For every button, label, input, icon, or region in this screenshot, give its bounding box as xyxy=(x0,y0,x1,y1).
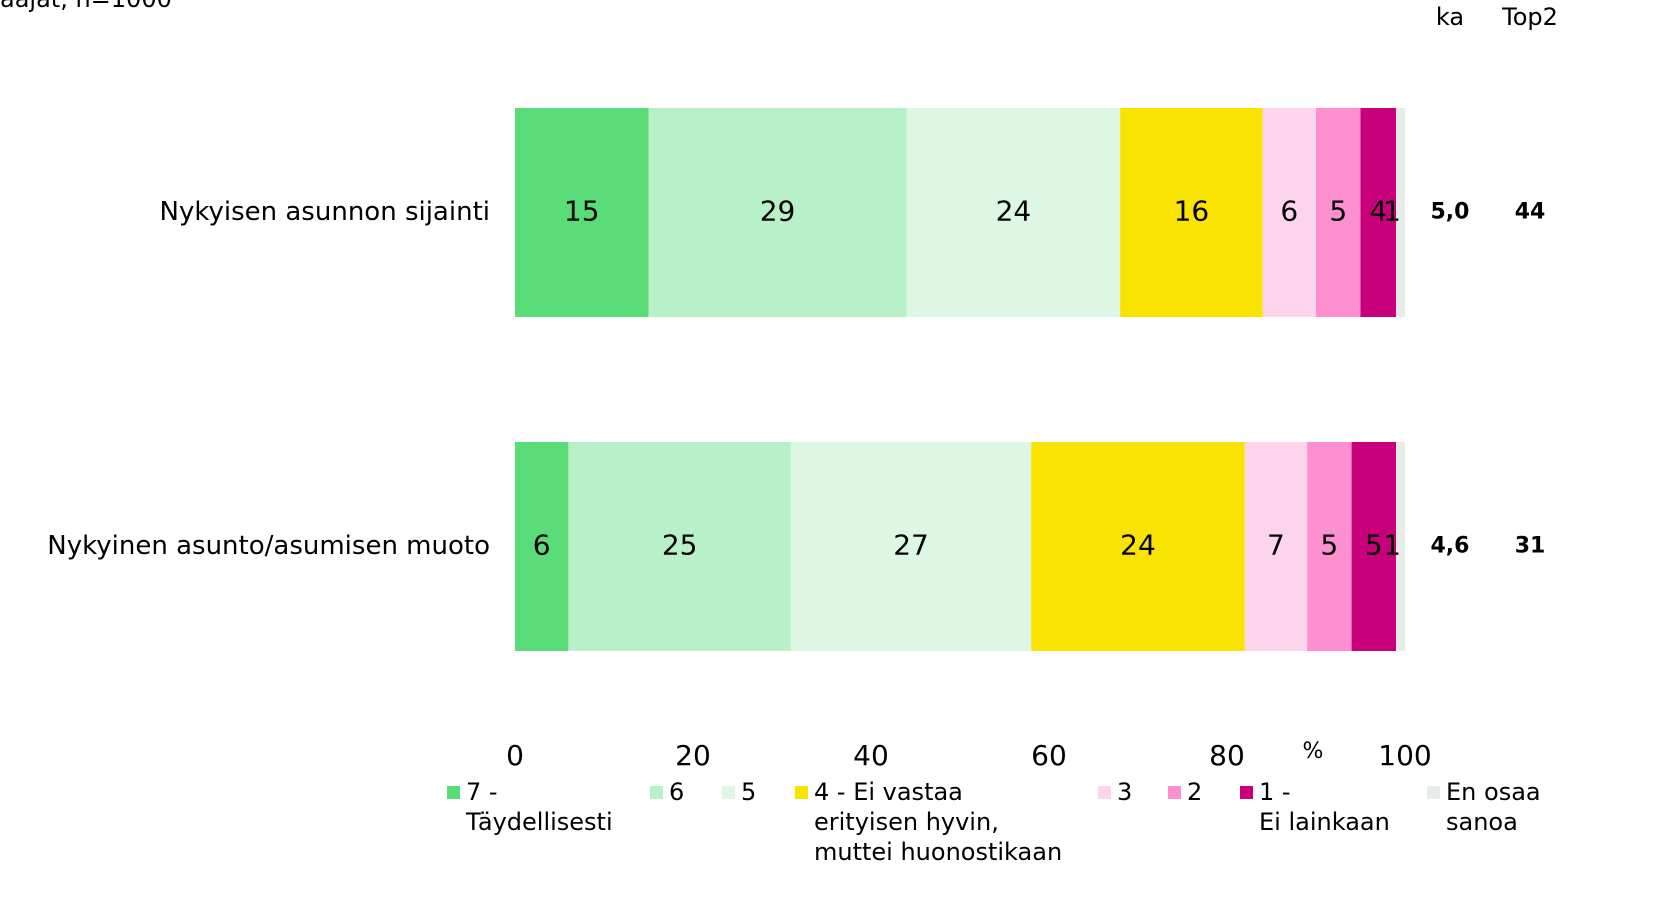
legend-swatch xyxy=(722,786,735,799)
bar-segment xyxy=(1360,108,1397,317)
data-label: 24 xyxy=(1120,529,1156,562)
data-label: 7 xyxy=(1267,529,1285,562)
x-tick-label: 20 xyxy=(675,739,711,772)
subtitle: aajat, n=1000 xyxy=(0,0,172,13)
x-axis-label: % xyxy=(1303,739,1324,764)
bar-segment xyxy=(648,108,907,317)
data-label: 29 xyxy=(760,195,796,228)
bar-segment xyxy=(1262,108,1316,317)
bar-segment xyxy=(568,442,791,651)
legend-label: 1 -Ei lainkaan xyxy=(1259,778,1390,836)
bar-segment xyxy=(906,108,1121,317)
legend-swatch xyxy=(447,786,460,799)
bar-segment xyxy=(1396,108,1405,317)
bar-segment xyxy=(1351,442,1397,651)
bar-segment xyxy=(1316,108,1361,317)
x-tick-label: 100 xyxy=(1378,739,1431,772)
legend-swatch xyxy=(1168,786,1181,799)
bar-segment xyxy=(1031,442,1245,651)
legend-label: 5 xyxy=(741,778,756,806)
bar-segment xyxy=(1396,442,1405,651)
legend-label: En osaa sanoa xyxy=(1446,778,1541,836)
legend-swatch xyxy=(1427,786,1440,799)
data-label: 6 xyxy=(1280,195,1298,228)
x-tick-label: 60 xyxy=(1031,739,1067,772)
data-label: 25 xyxy=(662,529,698,562)
legend-swatch xyxy=(795,786,808,799)
data-label: 5 xyxy=(1320,529,1338,562)
data-label: 1 xyxy=(1383,529,1401,562)
data-label: 1 xyxy=(1383,195,1401,228)
data-label: 16 xyxy=(1174,195,1210,228)
data-label: 6 xyxy=(533,529,551,562)
data-label: 24 xyxy=(996,195,1032,228)
legend-label: 4 - Ei vastaa erityisen hyvin, muttei huon… xyxy=(814,778,1062,866)
x-tick-label: 40 xyxy=(853,739,889,772)
category-label: Nykyinen asunto/asumisen muoto xyxy=(47,531,490,561)
top2-value: 31 xyxy=(1515,534,1546,559)
data-label: 5 xyxy=(1329,195,1347,228)
legend-label: 6 xyxy=(669,778,684,806)
legend-label: 3 xyxy=(1117,778,1132,806)
column-header: Top2 xyxy=(1501,3,1558,31)
legend-label: 7 -Täydellisesti xyxy=(465,778,613,836)
x-tick-label: 0 xyxy=(506,739,524,772)
data-label: 4 xyxy=(1369,195,1387,228)
ka-value: 5,0 xyxy=(1431,200,1470,225)
data-label: 15 xyxy=(564,195,600,228)
column-header: ka xyxy=(1436,3,1464,31)
bar-segment xyxy=(1307,442,1352,651)
ka-value: 4,6 xyxy=(1431,534,1470,559)
bar-segment xyxy=(1120,108,1263,317)
category-label: Nykyisen asunnon sijainti xyxy=(160,197,490,227)
bar-segment xyxy=(515,442,569,651)
bar-segment xyxy=(515,108,649,317)
top2-value: 44 xyxy=(1515,200,1546,225)
bar-segment xyxy=(790,442,1032,651)
legend-swatch xyxy=(1098,786,1111,799)
legend-swatch xyxy=(1240,786,1253,799)
x-tick-label: 80 xyxy=(1209,739,1245,772)
legend-label: 2 xyxy=(1187,778,1202,806)
bar-segment xyxy=(1244,442,1308,651)
data-label: 5 xyxy=(1365,529,1383,562)
data-label: 27 xyxy=(893,529,929,562)
legend-swatch xyxy=(650,786,663,799)
